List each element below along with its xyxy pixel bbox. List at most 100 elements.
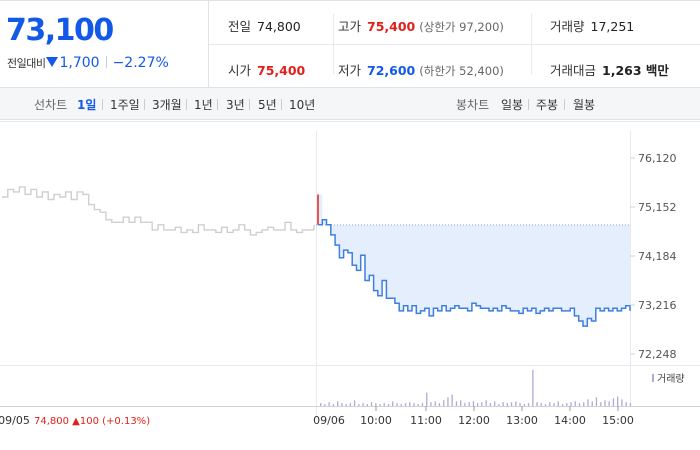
volume-bar [464,403,466,406]
change-divider [105,56,107,68]
volume-bar [417,404,419,406]
x-tick-label: 09/05 [0,414,30,427]
prev-day-rate: (+0.13%) [102,416,150,427]
y-tick-label: 76,120 [638,152,677,165]
volume-bar [443,400,445,406]
chart-tab-bar: 선차트 1일 1주일 3개월 1년 3년 5년 10년 봉차트 일봉 주봉 월봉 [0,88,700,120]
volume-bar [468,402,470,406]
volume-bar [337,401,339,407]
volume-bar [332,404,334,406]
low-label: 저가 [338,63,362,78]
quote-summary: 73,100 전일대비 1,700 −2.27% 전일 74,800 고가 75,400… [0,0,700,88]
price-chart: 76,120 75,152 74,184 73,216 72,248 거래량 09/05… [0,121,700,450]
volume-bar [400,404,402,406]
x-tick-label: 12:00 [458,414,490,427]
volume-bar [489,403,491,406]
volume-bar [591,401,593,407]
volume-bar [629,403,632,406]
tab-5year[interactable]: 5년 [258,98,277,112]
tab-daily[interactable]: 일봉 [501,98,524,112]
prev-close-cell: 전일 74,800 [228,16,301,35]
high-cell: 고가 75,400 (상한가 97,200) [338,16,504,35]
volume-bar [328,402,330,406]
x-tick-label: 15:00 [602,414,634,427]
volume-bar [570,402,572,406]
volume-legend-swatch [652,374,654,382]
volume-bar [549,402,551,406]
volume-bar [557,401,559,407]
x-tick-label: 14:00 [554,414,586,427]
volume-bar [451,394,453,406]
volume-bar [604,400,606,406]
y-tick-label: 75,152 [638,201,677,214]
volume-bar [481,402,483,406]
tab-divider [564,99,565,110]
volume-bar [349,403,351,406]
volume-bar [561,404,564,406]
upper-limit: (상한가 97,200) [419,20,504,34]
x-tick-label: 11:00 [410,414,442,427]
volume-bar [578,403,581,406]
lower-limit: (하한가 52,400) [419,64,504,78]
volume-bar [574,401,576,407]
volume-bar [345,404,347,406]
tab-weekly[interactable]: 주봉 [536,98,559,112]
tab-1day[interactable]: 1일 [77,98,97,112]
volume-bar [392,401,394,407]
current-price: 73,100 [6,13,114,48]
candle-chart-label: 봉차트 [456,98,490,112]
trade-amount-cell: 거래대금 1,263 백만 [550,60,669,79]
volume-bar [617,396,619,406]
change-amount: 1,700 [59,55,100,71]
y-tick-label: 72,248 [638,348,677,361]
prev-close-label: 전일 [228,19,252,34]
tab-3year[interactable]: 3년 [226,98,245,112]
volume-bar [438,403,441,406]
change-label: 전일대비 [7,57,46,70]
volume-bar [587,399,589,406]
volume-bar [519,403,521,406]
prev-day-change: ▲100 [72,416,102,427]
volume-bar [532,369,534,406]
volume-bar [413,403,415,406]
tab-3month[interactable]: 3개월 [152,98,182,112]
today-price-line [318,219,631,327]
volume-bar [477,403,479,406]
x-tick-label: 13:00 [506,414,538,427]
tab-divider [102,99,103,110]
prev-day-info: 74,800 ▲100 (+0.13%) [34,416,150,427]
tab-divider [249,99,250,110]
tab-1week[interactable]: 1주일 [110,98,140,112]
tab-10year[interactable]: 10년 [289,98,316,112]
tab-divider [186,99,187,110]
prev-day-price: 74,800 [34,416,72,427]
low-value: 72,600 [367,63,416,78]
volume-bar [600,402,602,406]
volume-bar [472,401,475,407]
volume-bar [362,403,364,406]
volume-bar [527,403,530,406]
volume-bar [383,403,385,406]
volume-bar [485,400,487,406]
volume-bar [320,403,322,406]
volume-bar [536,402,538,406]
volume-bar [612,398,615,406]
volume-bar [540,403,542,406]
volume-bar [434,401,436,407]
volume-bar [379,404,381,406]
prev-close-value: 74,800 [257,19,301,34]
tab-divider [144,99,145,110]
volume-bar [625,402,627,406]
tab-1year[interactable]: 1년 [194,98,213,112]
column-divider [531,14,532,74]
volume-bar [506,403,508,406]
volume-bar [498,404,500,406]
tab-divider [281,99,282,110]
trade-amount-label: 거래대금 [550,63,597,78]
low-cell: 저가 72,600 (하한가 52,400) [338,60,504,79]
volume-bar [447,397,449,406]
volume-bar [494,401,496,407]
volume-bar [366,404,368,406]
volume-bar [387,404,390,406]
tab-monthly[interactable]: 월봉 [573,98,596,112]
